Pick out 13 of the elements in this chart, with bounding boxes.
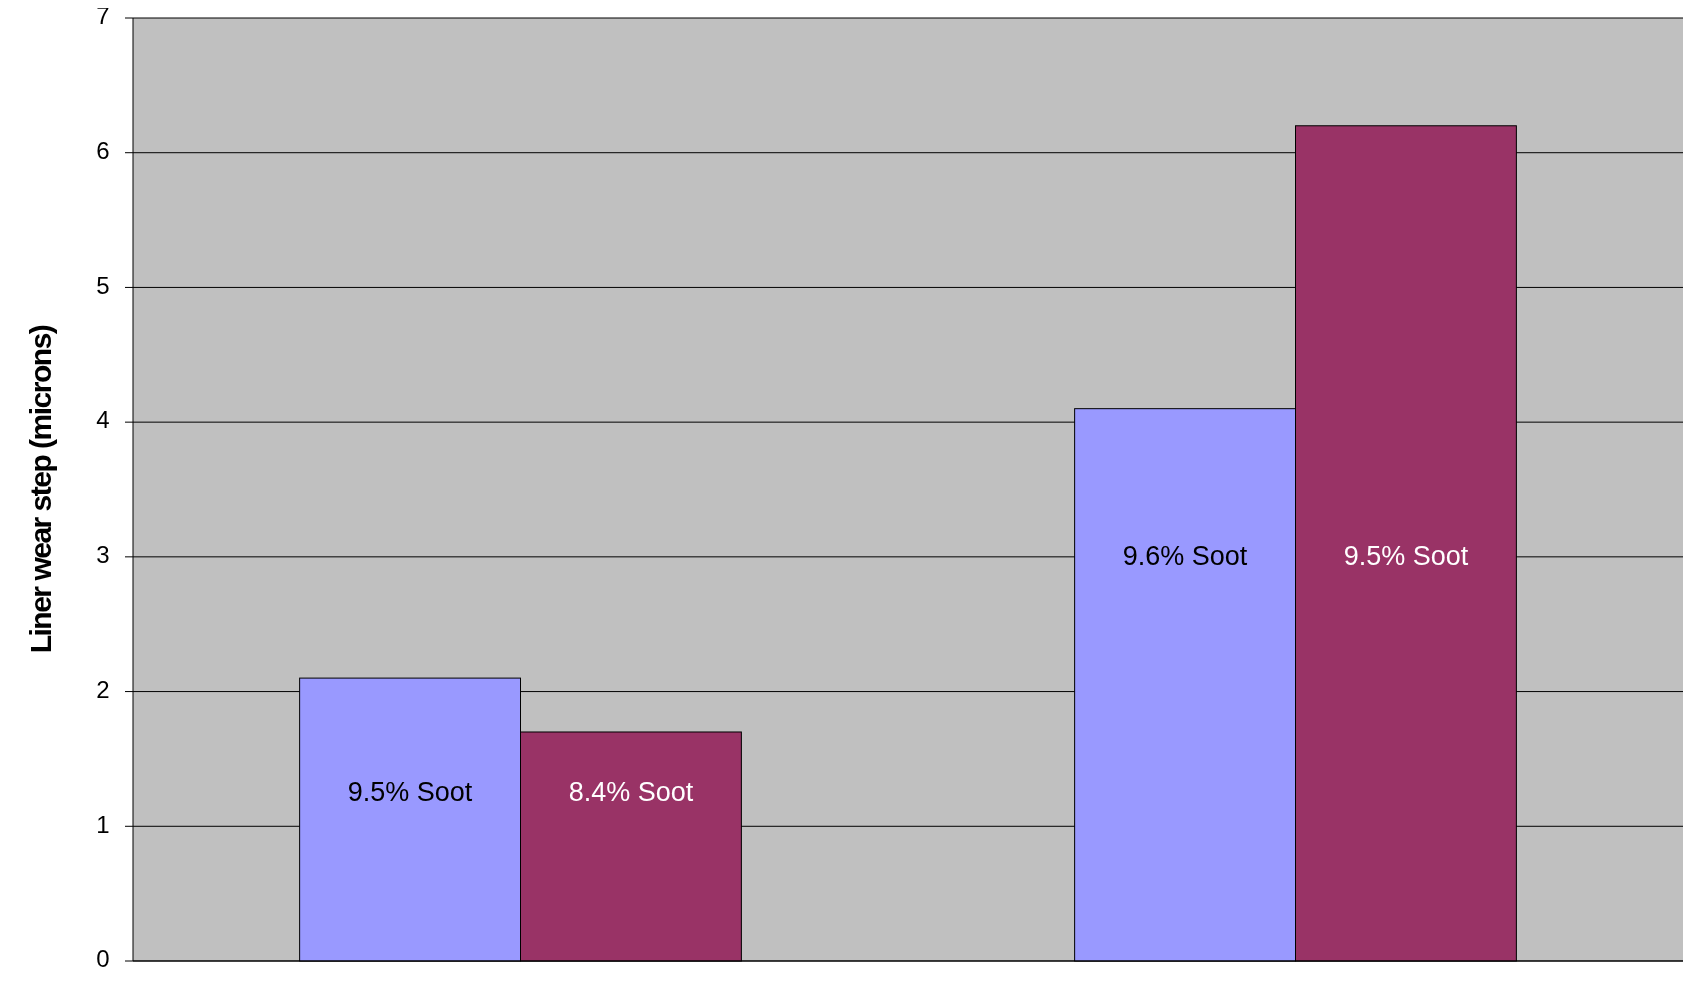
annotation: 9.5% Soot bbox=[347, 776, 473, 807]
y-tick-label: 3 bbox=[96, 541, 110, 569]
y-tick-label: 7 bbox=[96, 2, 110, 30]
y-tick-label: 5 bbox=[96, 271, 110, 299]
y-tick-label: 0 bbox=[96, 945, 110, 973]
y-tick-label: 1 bbox=[96, 810, 110, 838]
y-tick-label: 6 bbox=[96, 137, 110, 165]
annotation: 9.5% Soot bbox=[1343, 540, 1469, 571]
y-tick-label: 2 bbox=[96, 675, 110, 703]
annotation: 8.4% Soot bbox=[568, 776, 694, 807]
annotation: 9.6% Soot bbox=[1122, 540, 1248, 571]
y-axis-title: Liner wear step (microns) bbox=[23, 325, 57, 654]
y-tick-label: 4 bbox=[96, 406, 110, 434]
